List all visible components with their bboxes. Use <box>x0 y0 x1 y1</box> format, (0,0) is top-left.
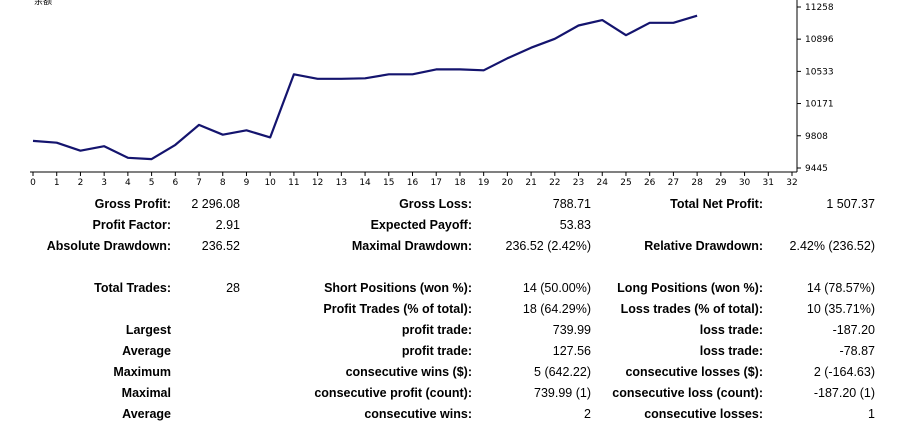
x-tick-label: 28 <box>691 178 703 188</box>
x-tick-label: 18 <box>454 178 466 188</box>
total-net-profit-label: Total Net Profit: <box>670 197 763 211</box>
x-tick-label: 32 <box>786 178 797 188</box>
x-tick-label: 3 <box>101 178 107 188</box>
x-tick-label: 25 <box>620 178 631 188</box>
x-tick-label: 27 <box>668 178 679 188</box>
axis-ticks: 0 1 2 3 4 5 6 7 8 9 10 11 12 13 14 15 16 17 18 19 20 21 22 23 24… <box>30 3 834 188</box>
balance-chart: 余额 0 1 2 3 4 5 6 7 8 9 10 11 12 13 14 15 16 17 18 19 20 21 22 2… <box>30 0 834 188</box>
loss-trades-value: 10 (35.71%) <box>806 302 875 316</box>
long-positions-value: 14 (78.57%) <box>806 281 875 295</box>
x-tick-label: 24 <box>597 178 609 188</box>
x-tick-label: 30 <box>739 178 751 188</box>
x-tick-label: 20 <box>502 178 514 188</box>
relative-drawdown-label: Relative Drawdown: <box>644 239 763 253</box>
expected-payoff-value: 53.83 <box>559 218 591 232</box>
x-tick-label: 1 <box>54 178 60 188</box>
max-consecutive-wins-label: consecutive wins ($): <box>345 365 472 379</box>
average-consecutive-losses-value: 1 <box>868 407 875 421</box>
average-consecutive-label: Average <box>122 407 171 421</box>
x-tick-label: 4 <box>125 178 131 188</box>
x-tick-label: 14 <box>359 178 371 188</box>
gross-loss-value: 788.71 <box>552 197 591 211</box>
x-tick-label: 13 <box>336 178 347 188</box>
x-tick-label: 17 <box>430 178 441 188</box>
average-loss-trade-value: -78.87 <box>839 344 875 358</box>
y-tick-label: 9808 <box>805 132 828 142</box>
max-consecutive-losses-label: consecutive losses ($): <box>625 365 763 379</box>
balance-line <box>32 14 698 161</box>
average-consecutive-wins-label: consecutive wins: <box>364 407 472 421</box>
loss-trades-label: Loss trades (% of total): <box>620 302 763 316</box>
total-net-profit-value: 1 507.37 <box>826 197 875 211</box>
average-label: Average <box>122 344 171 358</box>
maximal-consecutive-profit-label: consecutive profit (count): <box>314 386 472 400</box>
x-tick-label: 26 <box>644 178 656 188</box>
average-loss-trade-label: loss trade: <box>699 344 763 358</box>
y-tick-label: 10171 <box>805 100 834 110</box>
maximal-label: Maximal <box>121 386 171 400</box>
x-tick-label: 5 <box>149 178 155 188</box>
x-tick-label: 6 <box>172 178 178 188</box>
x-tick-label: 21 <box>525 178 536 188</box>
total-trades-label: Total Trades: <box>94 281 171 295</box>
chart-corner-label: 余额 <box>34 0 52 7</box>
maximum-label: Maximum <box>113 365 171 379</box>
gross-profit-value: 2 296.08 <box>191 197 240 211</box>
y-tick-label: 11258 <box>805 3 834 13</box>
gross-profit-label: Gross Profit: <box>94 197 171 211</box>
maximal-consecutive-loss-label: consecutive loss (count): <box>612 386 763 400</box>
average-profit-trade-label: profit trade: <box>401 344 472 358</box>
long-positions-label: Long Positions (won %): <box>617 281 763 295</box>
average-consecutive-wins-value: 2 <box>584 407 591 421</box>
expected-payoff-label: Expected Payoff: <box>370 218 472 232</box>
x-tick-label: 0 <box>30 178 36 188</box>
x-tick-label: 7 <box>196 178 202 188</box>
profit-trades-value: 18 (64.29%) <box>522 302 591 316</box>
maximal-consecutive-loss-value: -187.20 (1) <box>813 386 875 400</box>
largest-label: Largest <box>125 323 171 337</box>
average-consecutive-losses-label: consecutive losses: <box>644 407 763 421</box>
x-tick-label: 10 <box>264 178 276 188</box>
x-tick-label: 9 <box>244 178 250 188</box>
short-positions-label: Short Positions (won %): <box>324 281 472 295</box>
x-tick-label: 16 <box>407 178 419 188</box>
x-tick-label: 11 <box>288 178 299 188</box>
x-tick-label: 23 <box>573 178 584 188</box>
absolute-drawdown-value: 236.52 <box>201 239 240 253</box>
y-tick-label: 9445 <box>805 164 828 174</box>
largest-profit-trade-label: profit trade: <box>401 323 472 337</box>
maximal-drawdown-value: 236.52 (2.42%) <box>505 239 591 253</box>
x-tick-label: 2 <box>78 178 84 188</box>
y-tick-label: 10533 <box>805 67 834 77</box>
max-consecutive-wins-value: 5 (642.22) <box>534 365 591 379</box>
x-tick-label: 19 <box>478 178 490 188</box>
profit-trades-label: Profit Trades (% of total): <box>323 302 472 316</box>
x-tick-label: 15 <box>383 178 394 188</box>
max-consecutive-losses-value: 2 (-164.63) <box>813 365 875 379</box>
maximal-consecutive-profit-value: 739.99 (1) <box>534 386 591 400</box>
profit-factor-value: 2.91 <box>215 218 240 232</box>
report-table: Gross Profit: 2 296.08 Gross Loss: 788.7… <box>0 192 900 421</box>
gross-loss-label: Gross Loss: <box>399 197 472 211</box>
largest-loss-trade-label: loss trade: <box>699 323 763 337</box>
x-tick-label: 8 <box>220 178 226 188</box>
average-profit-trade-value: 127.56 <box>552 344 591 358</box>
y-tick-label: 10896 <box>805 35 834 45</box>
absolute-drawdown-label: Absolute Drawdown: <box>46 239 171 253</box>
largest-profit-trade-value: 739.99 <box>552 323 591 337</box>
largest-loss-trade-value: -187.20 <box>832 323 875 337</box>
relative-drawdown-value: 2.42% (236.52) <box>789 239 875 253</box>
maximal-drawdown-label: Maximal Drawdown: <box>351 239 472 253</box>
x-tick-label: 22 <box>549 178 560 188</box>
x-tick-label: 29 <box>715 178 727 188</box>
total-trades-value: 28 <box>226 281 240 295</box>
x-tick-label: 31 <box>763 178 774 188</box>
profit-factor-label: Profit Factor: <box>92 218 171 232</box>
short-positions-value: 14 (50.00%) <box>522 281 591 295</box>
x-tick-label: 12 <box>312 178 323 188</box>
